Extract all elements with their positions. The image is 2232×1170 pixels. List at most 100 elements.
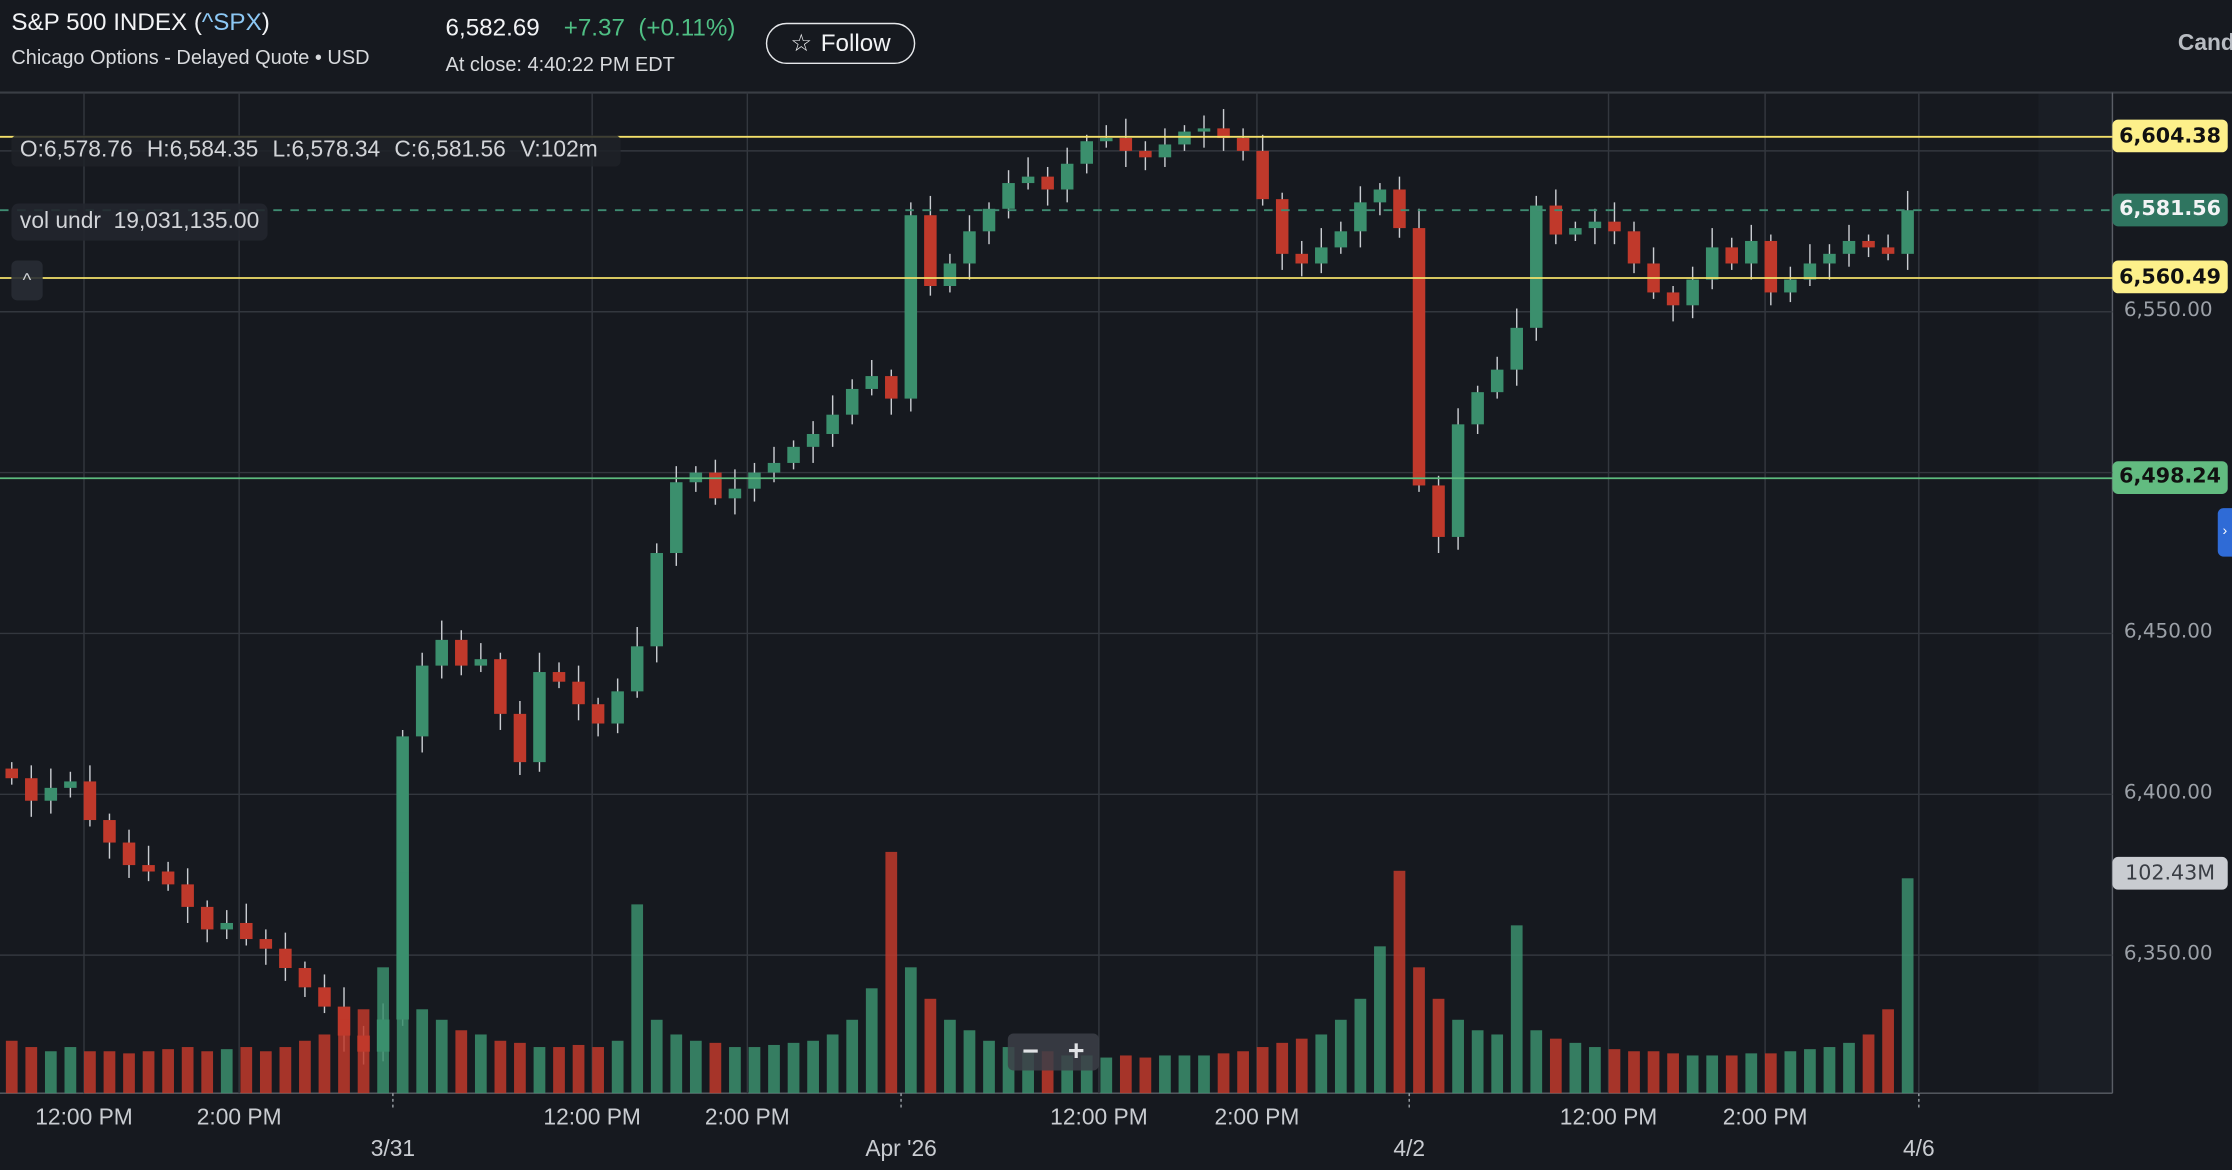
volume-bar bbox=[1315, 1034, 1328, 1094]
candle-body bbox=[885, 376, 898, 399]
volume-bar bbox=[357, 1009, 370, 1094]
candle-body bbox=[904, 215, 918, 399]
candle-body bbox=[1725, 247, 1738, 264]
candle-body bbox=[122, 842, 136, 866]
price-line-label[interactable]: 6,604.38 bbox=[2112, 119, 2228, 153]
zoom-out-button[interactable]: − bbox=[1022, 1035, 1039, 1067]
candle-body bbox=[1119, 138, 1133, 151]
expand-panel-tab[interactable]: › bbox=[2217, 508, 2232, 557]
candle-body bbox=[83, 781, 97, 821]
volume-bar bbox=[1745, 1053, 1758, 1094]
candle-body bbox=[474, 659, 488, 666]
volume-bar bbox=[240, 1047, 253, 1094]
index-name: S&P 500 INDEX ( bbox=[11, 8, 202, 36]
price-line-label[interactable]: 6,498.24 bbox=[2112, 461, 2228, 494]
volume-bar bbox=[1413, 967, 1425, 1094]
zoom-in-button[interactable]: + bbox=[1067, 1035, 1085, 1067]
zoom-controls: − + bbox=[1007, 1033, 1099, 1071]
candle-body bbox=[572, 681, 585, 705]
price-line-label[interactable]: 6,581.56 bbox=[2112, 193, 2228, 226]
volume-bar bbox=[103, 1051, 116, 1094]
candle-body bbox=[924, 215, 937, 287]
candle-body bbox=[1588, 221, 1602, 229]
candle-body bbox=[630, 646, 644, 692]
y-tick-label: 6,450.00 bbox=[2123, 620, 2213, 644]
candle-body bbox=[318, 987, 331, 1007]
x-time-label: 12:00 PM bbox=[1559, 1106, 1658, 1131]
y-tick-label: 6,350.00 bbox=[2123, 942, 2213, 966]
exchange-subtitle: Chicago Options - Delayed Quote • USD bbox=[11, 45, 370, 69]
volume-bar bbox=[709, 1042, 722, 1094]
volume-bar bbox=[142, 1051, 155, 1094]
volume-bar bbox=[1022, 1051, 1034, 1094]
volume-label: 102.43M bbox=[2112, 856, 2228, 890]
candle-body bbox=[259, 939, 273, 949]
candle-body bbox=[1393, 189, 1406, 229]
volume-bar bbox=[1354, 998, 1367, 1094]
volume-bar bbox=[944, 1019, 956, 1094]
volume-bar bbox=[1295, 1038, 1308, 1094]
collapse-legend-button[interactable]: ^ bbox=[11, 260, 43, 301]
volume-bar bbox=[807, 1040, 819, 1094]
volume-bar bbox=[162, 1049, 174, 1094]
volume-bar bbox=[1628, 1051, 1640, 1094]
candle-body bbox=[1021, 176, 1035, 184]
volume-bar bbox=[1217, 1053, 1230, 1094]
volume-bar bbox=[1002, 1047, 1015, 1094]
volume-bar bbox=[123, 1053, 135, 1094]
volume-bar bbox=[1393, 870, 1406, 1094]
candle-body bbox=[44, 787, 58, 801]
candle-body bbox=[5, 768, 18, 779]
candle-body bbox=[533, 672, 546, 763]
legend-volume: V:102m bbox=[520, 138, 598, 163]
volume-bar bbox=[1647, 1051, 1660, 1094]
volume-bar bbox=[318, 1034, 331, 1094]
candle-body bbox=[1256, 150, 1269, 200]
candle-body bbox=[220, 922, 233, 930]
current-price: 6,582.69 bbox=[445, 14, 540, 42]
candle-body bbox=[650, 553, 663, 647]
volume-bar bbox=[1686, 1055, 1699, 1094]
volume-bar bbox=[768, 1044, 780, 1094]
volume-bar bbox=[1804, 1049, 1816, 1094]
x-time-label: 2:00 PM bbox=[1722, 1106, 1808, 1131]
volume-bar bbox=[592, 1047, 604, 1094]
candle-body bbox=[240, 922, 253, 940]
candle-body bbox=[963, 231, 976, 264]
volume-bar bbox=[865, 988, 878, 1094]
candle-body bbox=[1432, 485, 1445, 537]
candle-body bbox=[1784, 279, 1797, 293]
price-line-label[interactable]: 6,560.49 bbox=[2112, 260, 2228, 294]
volume-bar bbox=[1725, 1055, 1738, 1094]
volume-bar bbox=[1100, 1057, 1113, 1094]
legend-high: H:6,584.35 bbox=[146, 138, 259, 163]
x-time-label: 2:00 PM bbox=[1214, 1106, 1300, 1131]
candle-body bbox=[200, 906, 214, 930]
volume-bar bbox=[670, 1034, 683, 1094]
x-time-label: 2:00 PM bbox=[704, 1106, 790, 1131]
chart-type-selector[interactable]: Candle bbox=[2177, 31, 2232, 56]
volume-bar bbox=[1159, 1055, 1171, 1094]
candle-body bbox=[103, 820, 116, 843]
candle-body bbox=[1803, 263, 1817, 280]
legend-close: C:6,581.56 bbox=[394, 138, 506, 163]
legend-low: L:6,578.34 bbox=[272, 138, 381, 163]
candle-body bbox=[1236, 138, 1250, 151]
follow-button[interactable]: ☆ Follow bbox=[765, 22, 916, 65]
candle-body bbox=[298, 968, 312, 988]
candle-body bbox=[1100, 138, 1113, 142]
ticker-symbol[interactable]: ^SPX bbox=[201, 8, 262, 36]
candle-body bbox=[552, 672, 566, 682]
volume-bar bbox=[1882, 1009, 1894, 1094]
volume-bar bbox=[1589, 1047, 1601, 1094]
volume-bar bbox=[494, 1040, 507, 1094]
volume-bar bbox=[787, 1042, 800, 1094]
volume-bar bbox=[396, 872, 409, 1094]
indicator-legend[interactable]: vol undr 19,031,135.00 bbox=[11, 203, 268, 241]
candle-body bbox=[767, 462, 781, 473]
volume-bar bbox=[1823, 1047, 1836, 1094]
volume-bar bbox=[1862, 1034, 1875, 1094]
candle-body bbox=[1686, 279, 1699, 306]
